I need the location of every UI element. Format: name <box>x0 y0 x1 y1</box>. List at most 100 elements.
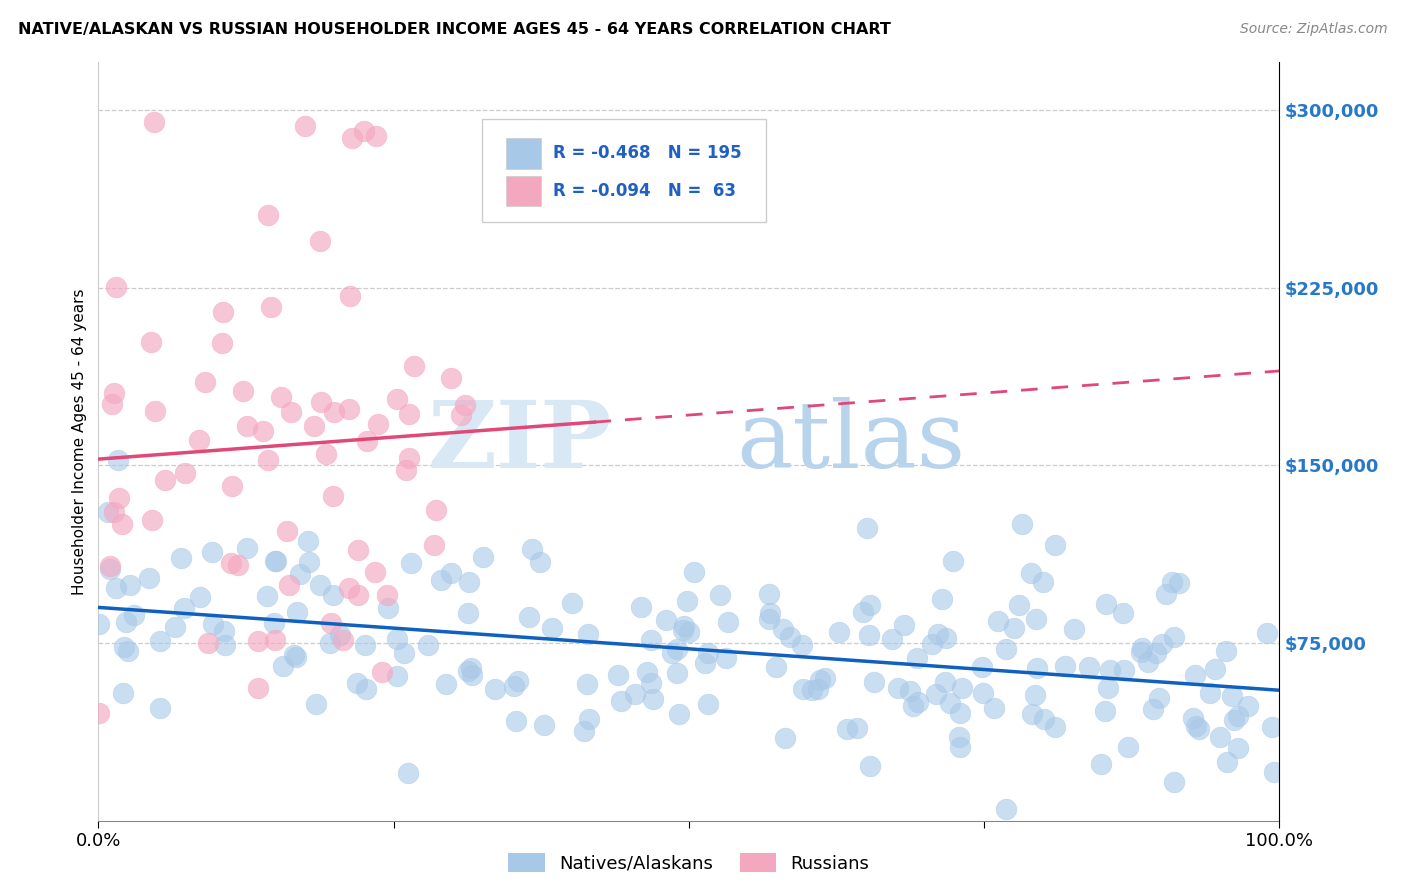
Point <box>533 718 555 732</box>
Point <box>852 605 875 619</box>
Point <box>457 606 479 620</box>
Point <box>529 555 551 569</box>
Point <box>1025 661 1047 675</box>
Point <box>309 578 332 592</box>
Point <box>640 632 662 647</box>
Point <box>201 545 224 559</box>
Point <box>194 375 217 389</box>
Text: Source: ZipAtlas.com: Source: ZipAtlas.com <box>1240 22 1388 37</box>
Point <box>1222 713 1244 727</box>
Point <box>846 722 869 736</box>
Point <box>484 682 506 697</box>
Point <box>1136 655 1159 669</box>
Point <box>900 684 922 698</box>
Point <box>398 407 420 421</box>
Point <box>1256 626 1278 640</box>
Point <box>1163 775 1185 789</box>
Point <box>630 599 652 614</box>
Point <box>321 616 343 631</box>
Point <box>1181 711 1204 725</box>
Point <box>655 613 678 627</box>
Point <box>385 392 408 406</box>
Point <box>425 503 447 517</box>
Text: ZIP: ZIP <box>427 397 612 486</box>
Point <box>758 612 780 626</box>
Point <box>676 594 699 608</box>
Point <box>1094 704 1116 718</box>
Point <box>139 334 162 349</box>
Point <box>454 398 477 412</box>
Point <box>1161 574 1184 589</box>
Point <box>169 551 191 566</box>
Point <box>108 491 131 506</box>
Point <box>1147 691 1170 706</box>
Point <box>1154 587 1177 601</box>
Point <box>800 683 823 698</box>
Point <box>1226 741 1249 756</box>
Point <box>814 671 837 685</box>
Point <box>517 610 540 624</box>
Point <box>1078 660 1101 674</box>
Point <box>1112 607 1135 621</box>
Point <box>457 664 479 678</box>
Point <box>668 707 690 722</box>
Point <box>682 565 704 579</box>
Point <box>354 639 377 653</box>
Point <box>1185 719 1208 733</box>
Point <box>221 479 243 493</box>
Point <box>342 131 364 145</box>
Point <box>1220 689 1243 703</box>
Point <box>143 404 166 418</box>
Point <box>367 417 389 431</box>
Point <box>665 665 688 680</box>
Text: atlas: atlas <box>737 397 966 486</box>
Point <box>252 424 274 438</box>
Point <box>471 549 494 564</box>
Point <box>202 617 225 632</box>
Point <box>772 623 794 637</box>
Point <box>880 632 903 646</box>
Point <box>371 665 394 680</box>
Point <box>264 554 287 568</box>
Point <box>987 614 1010 628</box>
Point <box>149 701 172 715</box>
Point <box>115 615 138 630</box>
Point <box>927 627 949 641</box>
Point <box>1053 658 1076 673</box>
Point <box>322 489 344 503</box>
Point <box>450 409 472 423</box>
Point <box>173 600 195 615</box>
Point <box>283 648 305 662</box>
Point <box>396 765 419 780</box>
Point <box>143 114 166 128</box>
Legend: Natives/Alaskans, Russians: Natives/Alaskans, Russians <box>502 846 876 880</box>
Point <box>1144 646 1167 660</box>
Point <box>232 384 254 399</box>
Point <box>758 607 780 621</box>
Point <box>111 686 134 700</box>
Point <box>792 681 814 696</box>
Point <box>298 555 321 569</box>
Point <box>1204 662 1226 676</box>
Point <box>458 575 481 590</box>
Point <box>294 120 316 134</box>
Point <box>606 668 628 682</box>
Point <box>97 505 120 519</box>
Point <box>430 573 453 587</box>
Point <box>901 698 924 713</box>
Point <box>440 566 463 581</box>
Point <box>934 674 956 689</box>
Point <box>828 624 851 639</box>
Point <box>893 618 915 632</box>
Point <box>364 128 387 143</box>
Point <box>1008 598 1031 612</box>
Point <box>578 713 600 727</box>
Point <box>972 686 994 700</box>
Point <box>280 405 302 419</box>
Point <box>101 397 124 411</box>
Point <box>1168 576 1191 591</box>
Point <box>1226 709 1249 723</box>
Point <box>714 650 737 665</box>
Point <box>576 677 599 691</box>
Point <box>285 649 308 664</box>
